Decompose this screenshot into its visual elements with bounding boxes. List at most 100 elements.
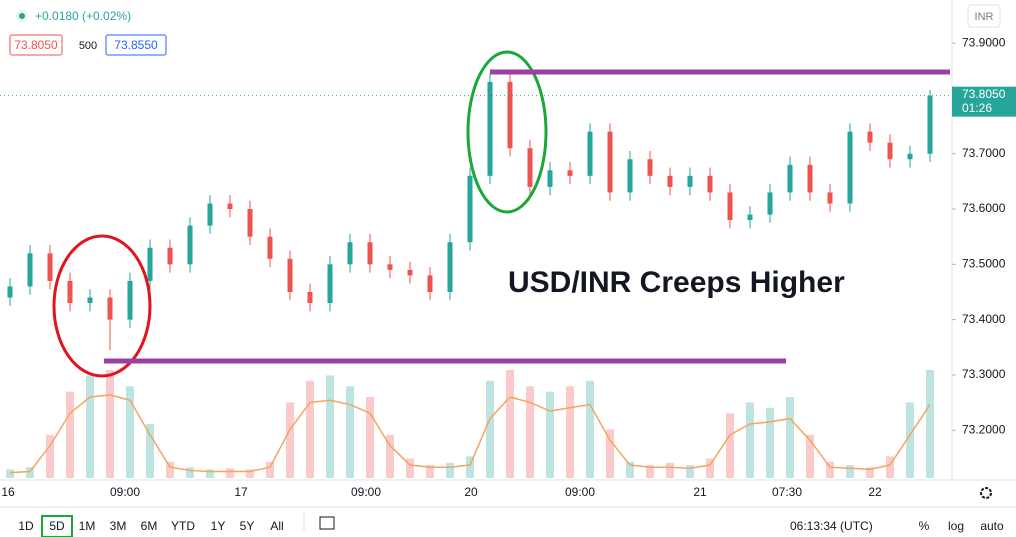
candle-body	[487, 81, 493, 176]
candle-body	[307, 291, 313, 304]
timeframe-button[interactable]: 5Y	[240, 519, 255, 533]
candle-body	[867, 131, 873, 143]
x-tick-label: 16	[1, 485, 15, 499]
timeframe-button[interactable]: 1D	[18, 519, 34, 533]
volume-bar	[226, 468, 234, 478]
candle-body	[507, 81, 513, 149]
ask-box[interactable]	[105, 34, 167, 56]
x-tick-label: 09:00	[351, 485, 381, 499]
timeframe-button[interactable]: 1Y	[211, 519, 226, 533]
x-tick-label: 09:00	[110, 485, 140, 499]
candle-body	[347, 242, 353, 265]
candle-body	[887, 142, 893, 160]
x-tick-label: 21	[693, 485, 707, 499]
volume-bar	[466, 456, 474, 478]
candle-body	[787, 164, 793, 193]
scale-option[interactable]: auto	[980, 519, 1004, 533]
volume-bar	[286, 402, 294, 478]
status-dot	[19, 13, 25, 19]
last-price: 73.8050	[962, 87, 1006, 101]
volume-bar	[506, 370, 514, 478]
volume-bar	[606, 429, 614, 478]
y-tick-label: 73.5000	[962, 257, 1006, 271]
candle-body	[247, 209, 253, 237]
bid[interactable]: 73.8050	[14, 38, 58, 52]
candle-body	[287, 258, 293, 292]
volume-bar	[66, 391, 74, 478]
x-tick-label: 07:30	[772, 485, 802, 499]
timeframe-button[interactable]: 3M	[110, 519, 127, 533]
volume-bar	[246, 469, 254, 478]
volume-bar	[926, 370, 934, 478]
candle-body	[67, 280, 73, 304]
bid-box[interactable]	[9, 34, 63, 56]
volume-bar	[906, 402, 914, 478]
timeframe-button[interactable]: 5D	[49, 519, 65, 533]
timeframe-button[interactable]: YTD	[171, 519, 195, 533]
candle-body	[747, 214, 753, 221]
candle-body	[367, 242, 373, 265]
volume-bar	[526, 386, 534, 478]
candle-body	[87, 297, 93, 304]
x-tick-label: 17	[234, 485, 248, 499]
timeframe-button[interactable]: All	[270, 519, 283, 533]
candle-body	[707, 175, 713, 193]
change: +0.0180 (+0.02%)	[35, 9, 131, 23]
candle-body	[847, 131, 853, 204]
currency[interactable]: INR	[975, 11, 994, 23]
volume-bar	[446, 462, 454, 478]
volume-bar	[366, 397, 374, 478]
candle-body	[187, 225, 193, 265]
currency-box[interactable]	[967, 4, 1001, 28]
candle-body	[567, 170, 573, 176]
volume-bar	[166, 461, 174, 478]
timeframe-button[interactable]: 1M	[79, 519, 96, 533]
candle-body	[527, 148, 533, 187]
volume-bar	[886, 456, 894, 478]
volume-bar	[626, 461, 634, 478]
candle-body	[807, 164, 813, 193]
candle-body	[687, 175, 693, 187]
ask[interactable]: 73.8550	[114, 38, 158, 52]
candle-body	[547, 170, 553, 187]
scale-option[interactable]: log	[948, 519, 964, 533]
candle-body	[7, 286, 13, 298]
candle-body	[907, 153, 913, 160]
candle-body	[427, 275, 433, 292]
volume-bar	[806, 434, 814, 478]
candle-body	[607, 131, 613, 193]
candle-body	[147, 247, 153, 281]
date-range-icon[interactable]	[319, 516, 335, 530]
timeframe-button[interactable]: 6M	[141, 519, 158, 533]
last-price-box	[952, 86, 1016, 117]
volume-bar	[766, 407, 774, 478]
volume-bar	[426, 465, 434, 478]
red-circle	[52, 234, 152, 378]
y-tick-label: 73.4000	[962, 312, 1006, 326]
volume-bar	[26, 467, 34, 478]
candle-body	[927, 95, 933, 154]
candle-body	[387, 264, 393, 270]
settings-icon[interactable]	[980, 487, 992, 499]
candle-body	[227, 203, 233, 210]
plot: 73.900073.800073.700073.600073.500073.40…	[0, 35, 1016, 499]
volume-bar	[726, 413, 734, 478]
candle-body	[627, 159, 633, 193]
y-tick-label: 73.2000	[962, 422, 1006, 436]
scale-option[interactable]: %	[919, 519, 930, 533]
candle-body	[767, 192, 773, 215]
volume-bar	[866, 467, 874, 478]
volume-bar	[266, 461, 274, 478]
x-tick-label: 22	[868, 485, 882, 499]
x-tick-label: 20	[464, 485, 478, 499]
volume-bar	[206, 469, 214, 478]
volume-bar	[406, 458, 414, 478]
y-tick-label: 73.7000	[962, 146, 1006, 160]
candle-body	[107, 297, 113, 320]
candle-body	[647, 159, 653, 176]
candle-body	[47, 253, 53, 281]
candle-body	[827, 192, 833, 204]
volume-bar	[126, 386, 134, 478]
volume-bar	[746, 402, 754, 478]
volume-bar	[546, 391, 554, 478]
